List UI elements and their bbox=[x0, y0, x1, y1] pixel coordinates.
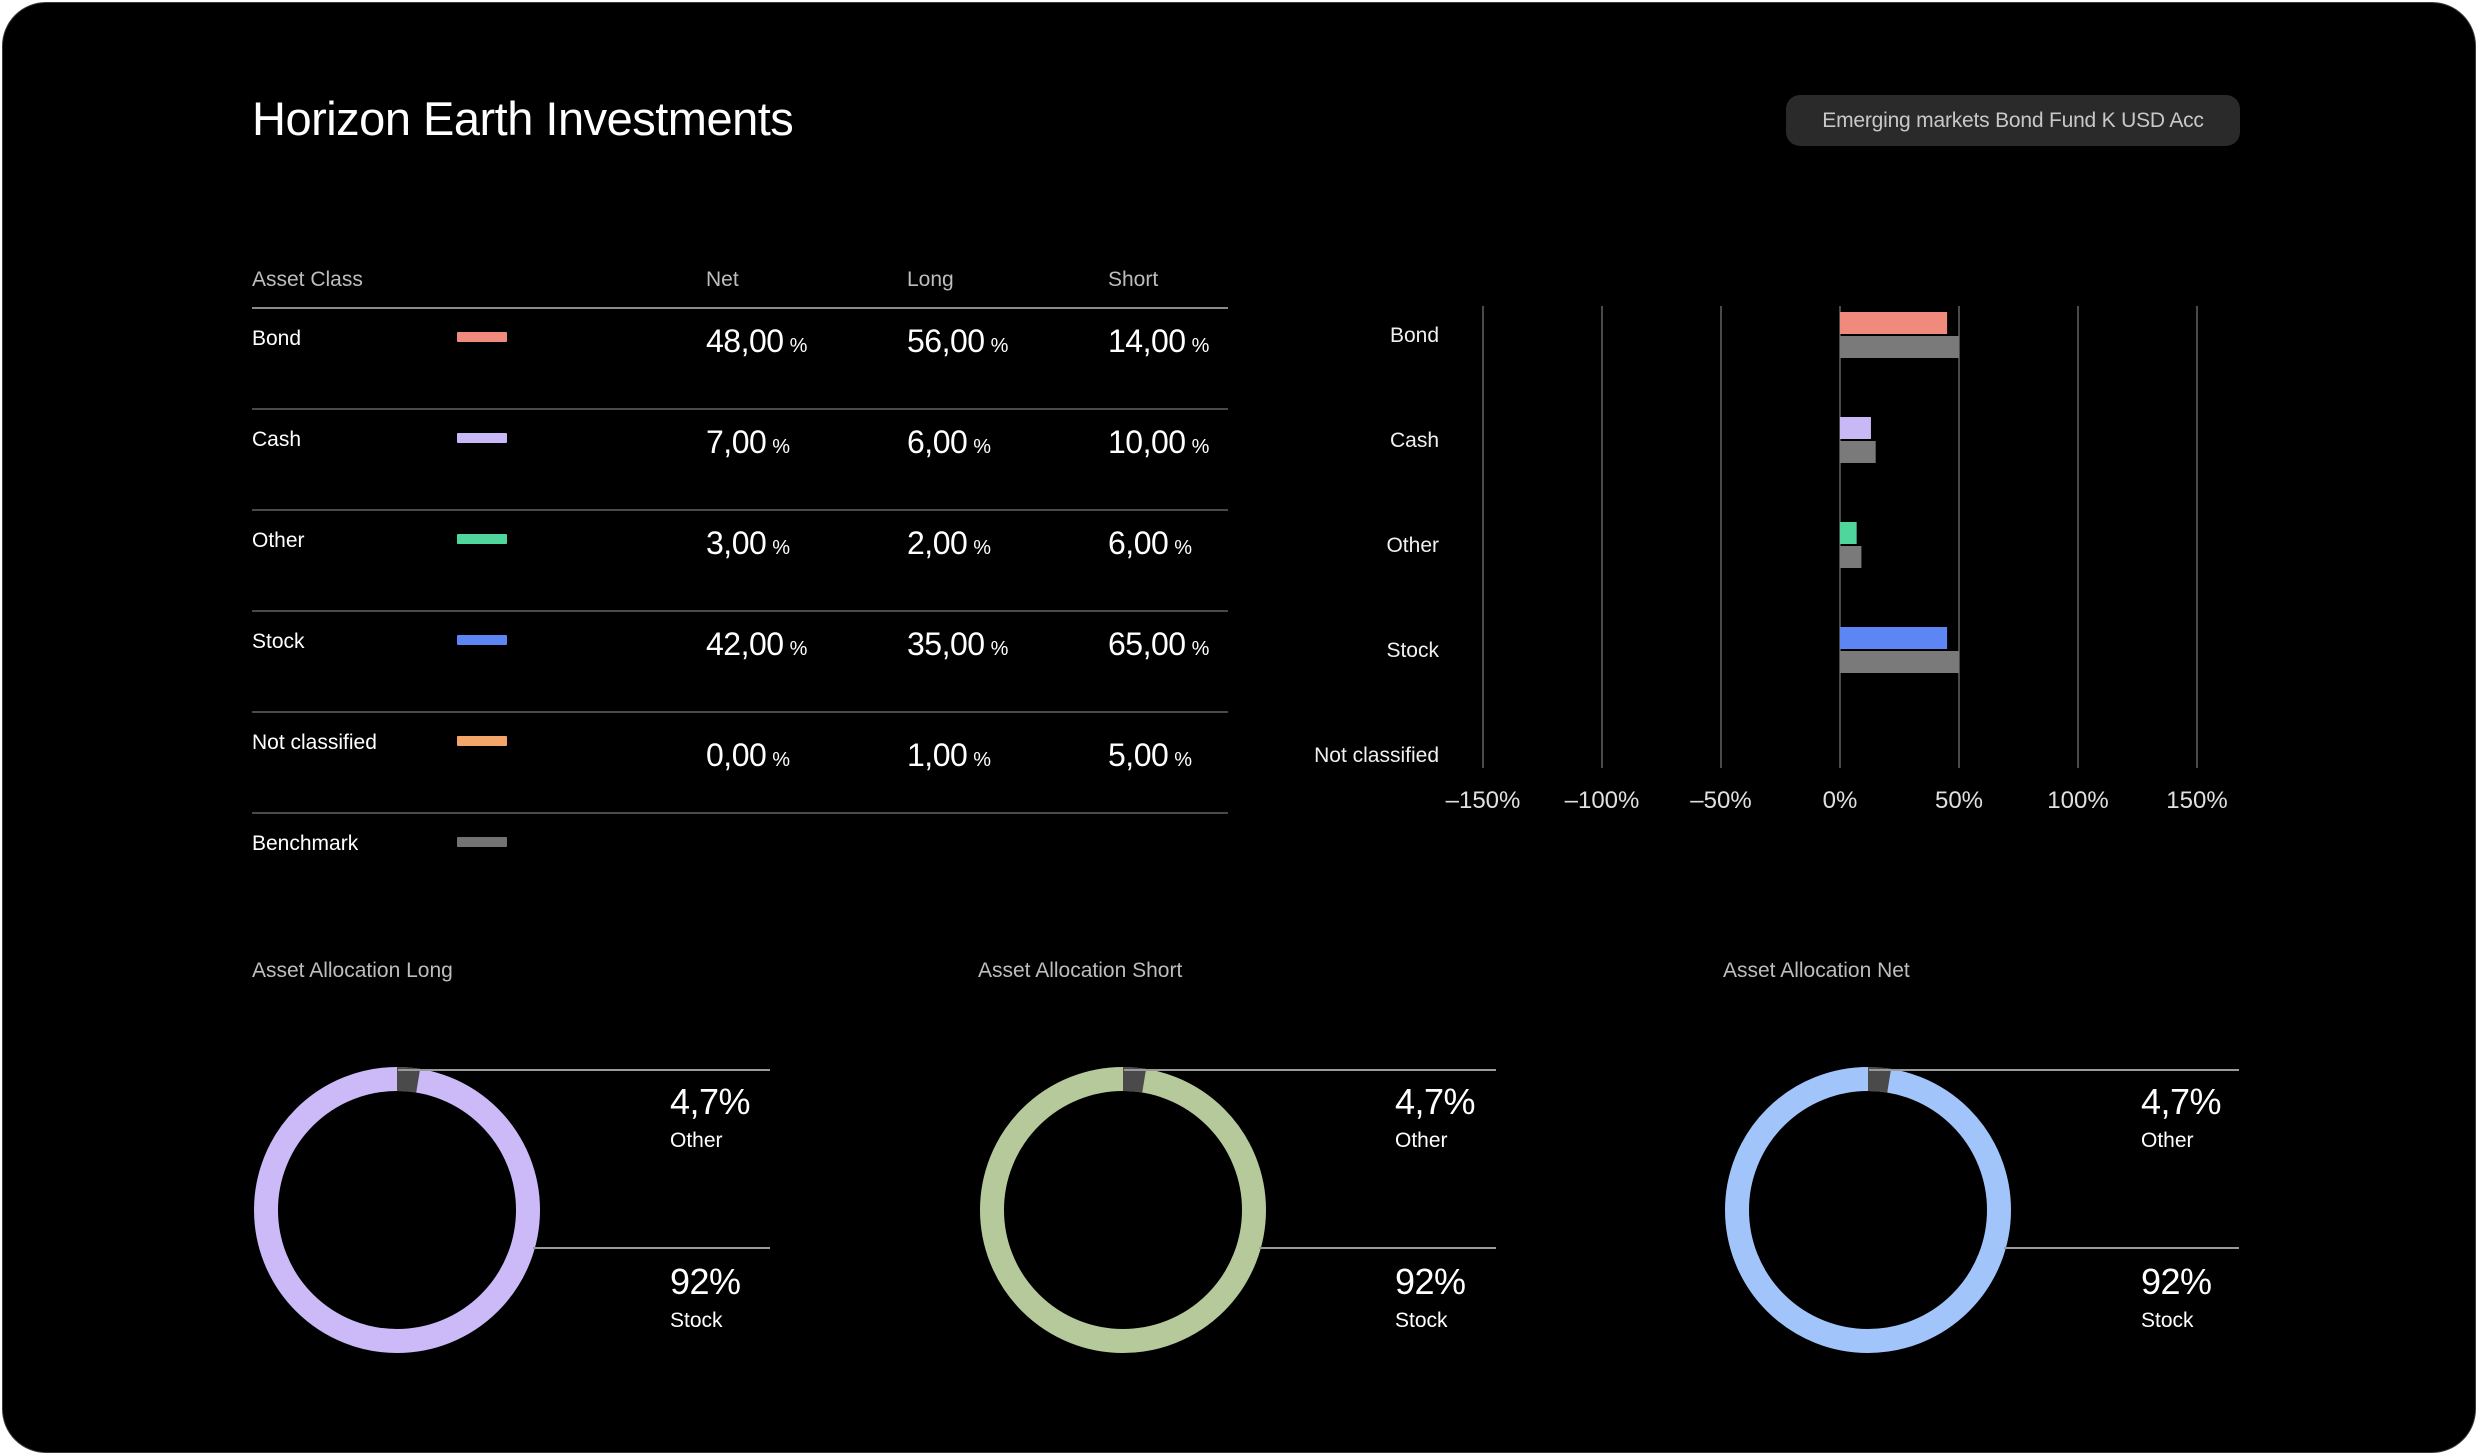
x-tick-label: 0% bbox=[1823, 787, 1858, 814]
long-other-value: 4,7% bbox=[670, 1081, 751, 1122]
donut-segment-stock bbox=[254, 1067, 540, 1353]
donut-chart-short bbox=[978, 1065, 1268, 1355]
legend-swatch-cash bbox=[457, 433, 507, 443]
bar-portfolio bbox=[1840, 627, 1948, 649]
page-title: Horizon Earth Investments bbox=[252, 92, 794, 145]
bar-portfolio bbox=[1840, 312, 1948, 334]
stock-net: 42,00% bbox=[706, 626, 807, 662]
short-other-label: Other bbox=[1395, 1129, 1448, 1152]
row-label-stock: Stock bbox=[252, 630, 305, 653]
bar-portfolio bbox=[1840, 417, 1871, 439]
bar-benchmark bbox=[1840, 441, 1876, 463]
donut-svg bbox=[254, 1067, 540, 1353]
bar-portfolio bbox=[1840, 522, 1857, 544]
row-label-bond: Bond bbox=[252, 327, 302, 350]
leader-line-other bbox=[398, 1069, 770, 1071]
net-other-value: 4,7% bbox=[2141, 1081, 2222, 1122]
row-label-not-classified: Not classified bbox=[252, 731, 377, 754]
leader-line-stock bbox=[1259, 1247, 1496, 1249]
x-tick-label: 150% bbox=[2166, 787, 2227, 814]
cash-long: 6,00% bbox=[907, 424, 991, 460]
leader-line-other bbox=[1124, 1069, 1496, 1071]
bar-benchmark bbox=[1840, 546, 1862, 568]
long-stock-label: Stock bbox=[670, 1309, 723, 1332]
table-divider bbox=[252, 307, 1228, 309]
table-divider bbox=[252, 812, 1228, 814]
column-header-short: Short bbox=[1108, 268, 1159, 291]
legend-swatch-bond bbox=[457, 332, 507, 342]
long-other-label: Other bbox=[670, 1129, 723, 1152]
category-label: Stock bbox=[1386, 639, 1439, 662]
column-header-asset-class: Asset Class bbox=[252, 268, 363, 291]
bar-benchmark bbox=[1840, 336, 1959, 358]
donut-title-net: Asset Allocation Net bbox=[1723, 959, 1910, 982]
bond-net: 48,00% bbox=[706, 323, 807, 359]
legend-swatch-other bbox=[457, 534, 507, 544]
donut-segment-other bbox=[254, 1067, 540, 1353]
bond-short: 14,00% bbox=[1108, 323, 1209, 359]
other-short: 6,00% bbox=[1108, 525, 1192, 561]
legend-swatch-benchmark bbox=[457, 837, 507, 847]
legend-swatch-not-classified bbox=[457, 736, 507, 746]
other-long: 2,00% bbox=[907, 525, 991, 561]
column-header-net: Net bbox=[706, 268, 739, 291]
fund-selector[interactable]: Emerging markets Bond Fund K USD Acc bbox=[1786, 95, 2240, 146]
cash-net: 7,00% bbox=[706, 424, 790, 460]
net-other-label: Other bbox=[2141, 1129, 2194, 1152]
category-label: Not classified bbox=[1314, 744, 1439, 767]
x-tick-label: –50% bbox=[1690, 787, 1751, 814]
donut-title-long: Asset Allocation Long bbox=[252, 959, 453, 982]
leader-line-stock bbox=[2004, 1247, 2239, 1249]
cash-short: 10,00% bbox=[1108, 424, 1209, 460]
donut-chart-long bbox=[252, 1065, 542, 1355]
not-classified-long: 1,00% bbox=[907, 737, 991, 773]
net-stock-value: 92% bbox=[2141, 1261, 2212, 1302]
x-tick-label: 100% bbox=[2047, 787, 2108, 814]
leader-line-other bbox=[1869, 1069, 2239, 1071]
category-label: Bond bbox=[1390, 324, 1439, 347]
other-net: 3,00% bbox=[706, 525, 790, 561]
x-tick-label: –150% bbox=[1446, 787, 1521, 814]
donut-svg bbox=[980, 1067, 1266, 1353]
asset-class-bar-chart: –150% –100% –50% 0% 50% 100% 150% Bond Cash Other… bbox=[1303, 298, 2253, 838]
row-label-cash: Cash bbox=[252, 428, 302, 451]
bond-long: 56,00% bbox=[907, 323, 1008, 359]
leader-line-stock bbox=[533, 1247, 770, 1249]
table-divider bbox=[252, 408, 1228, 410]
column-header-long: Long bbox=[907, 268, 954, 291]
legend-swatch-stock bbox=[457, 635, 507, 645]
donut-title-short: Asset Allocation Short bbox=[978, 959, 1183, 982]
row-label-benchmark: Benchmark bbox=[252, 832, 359, 855]
category-label: Cash bbox=[1390, 429, 1439, 452]
stock-long: 35,00% bbox=[907, 626, 1008, 662]
category-label: Other bbox=[1386, 534, 1439, 557]
donut-segment-other bbox=[980, 1067, 1266, 1353]
short-stock-label: Stock bbox=[1395, 1309, 1448, 1332]
x-tick-label: –100% bbox=[1565, 787, 1640, 814]
donut-segment-stock bbox=[980, 1067, 1266, 1353]
stock-short: 65,00% bbox=[1108, 626, 1209, 662]
row-label-other: Other bbox=[252, 529, 305, 552]
not-classified-net: 0,00% bbox=[706, 737, 790, 773]
donut-segment-stock bbox=[1725, 1067, 2011, 1353]
bar-benchmark bbox=[1840, 651, 1959, 673]
donut-svg bbox=[1725, 1067, 2011, 1353]
long-stock-value: 92% bbox=[670, 1261, 741, 1302]
donut-chart-net bbox=[1723, 1065, 2013, 1355]
net-stock-label: Stock bbox=[2141, 1309, 2194, 1332]
short-stock-value: 92% bbox=[1395, 1261, 1466, 1302]
x-tick-label: 50% bbox=[1935, 787, 1983, 814]
short-other-value: 4,7% bbox=[1395, 1081, 1476, 1122]
table-divider bbox=[252, 509, 1228, 511]
table-divider bbox=[252, 711, 1228, 713]
bar-chart-svg: –150% –100% –50% 0% 50% 100% 150% Bond Cash Other… bbox=[1314, 306, 2228, 814]
not-classified-short: 5,00% bbox=[1108, 737, 1192, 773]
donut-segment-other bbox=[1725, 1067, 2011, 1353]
table-divider bbox=[252, 610, 1228, 612]
